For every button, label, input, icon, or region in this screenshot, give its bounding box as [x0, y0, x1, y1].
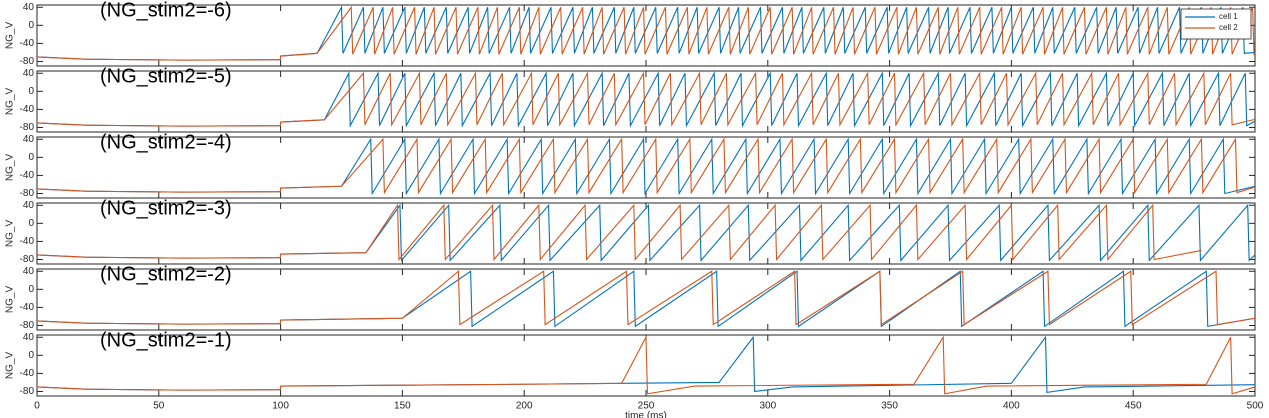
- x-axis-label: time (ms): [625, 411, 667, 418]
- x-tick-label: 250: [638, 401, 655, 412]
- y-tick-label: -40: [20, 236, 35, 247]
- y-axis-label: NG_V: [5, 352, 16, 380]
- panel-annotation: (NG_stim2=-2): [100, 263, 232, 285]
- y-tick-label: 40: [23, 266, 35, 277]
- panel-annotation: (NG_stim2=-6): [100, 0, 232, 21]
- y-tick-label: -40: [20, 38, 35, 49]
- x-tick-label: 350: [881, 401, 898, 412]
- y-tick-label: -40: [20, 170, 35, 181]
- y-tick-label: -40: [20, 104, 35, 115]
- x-tick-label: 50: [153, 401, 165, 412]
- y-tick-label: 0: [28, 152, 34, 163]
- trace-line: [36, 203, 1202, 261]
- y-tick-label: 0: [28, 350, 34, 361]
- plot-area: [36, 268, 1256, 331]
- y-tick-label: 0: [28, 86, 34, 97]
- y-tick-label: -80: [20, 254, 35, 265]
- trace-line: [36, 203, 1256, 262]
- legend-label: cell 1: [1219, 12, 1238, 21]
- y-tick-label: 40: [23, 332, 35, 343]
- x-tick-label: 150: [394, 401, 411, 412]
- y-axis-label: NG_V: [5, 220, 16, 248]
- y-tick-label: 0: [28, 218, 34, 229]
- x-tick-label: 500: [1247, 401, 1264, 412]
- trace-line: [36, 5, 1256, 61]
- trace-line: [36, 5, 1256, 61]
- legend-label: cell 2: [1219, 23, 1238, 32]
- plot-area: [36, 202, 1256, 265]
- y-tick-label: -80: [20, 320, 35, 331]
- panel-annotation: (NG_stim2=-5): [100, 65, 232, 87]
- panel-annotation: (NG_stim2=-3): [100, 197, 232, 219]
- legend-box: [1180, 8, 1252, 40]
- y-tick-label: -80: [20, 122, 35, 133]
- trace-line: [36, 270, 1256, 326]
- y-axis-label: NG_V: [5, 286, 16, 314]
- y-tick-label: 40: [23, 2, 35, 13]
- y-tick-label: -40: [20, 368, 35, 379]
- trace-line: [36, 137, 1256, 195]
- y-tick-label: 40: [23, 134, 35, 145]
- y-axis-label: NG_V: [5, 154, 16, 182]
- y-tick-label: -80: [20, 386, 35, 397]
- trace-line: [36, 71, 1256, 128]
- y-axis-label: NG_V: [5, 22, 16, 50]
- y-tick-label: -40: [20, 302, 35, 313]
- trace-line: [36, 335, 1256, 395]
- y-tick-label: 0: [28, 20, 34, 31]
- trace-line: [36, 71, 1256, 127]
- x-tick-label: 300: [759, 401, 776, 412]
- panel-annotation: (NG_stim2=-4): [100, 131, 232, 153]
- panel-annotation: (NG_stim2=-1): [100, 329, 232, 351]
- x-tick-label: 400: [1003, 401, 1020, 412]
- y-tick-label: 0: [28, 284, 34, 295]
- y-tick-label: 40: [23, 68, 35, 79]
- y-tick-label: -80: [20, 56, 35, 67]
- plot-area: [36, 136, 1256, 199]
- x-tick-label: 450: [1125, 401, 1142, 412]
- x-tick-label: 200: [516, 401, 533, 412]
- y-tick-label: 40: [23, 200, 35, 211]
- x-tick-label: 0: [34, 401, 40, 412]
- x-tick-label: 100: [272, 401, 289, 412]
- y-axis-label: NG_V: [5, 88, 16, 116]
- y-tick-label: -80: [20, 188, 35, 199]
